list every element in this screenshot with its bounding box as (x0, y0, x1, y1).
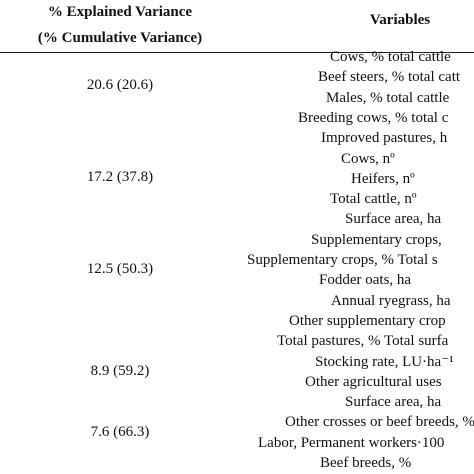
variable: Annual ryegrass, ha (331, 292, 451, 309)
variable: Other supplementary crop (289, 312, 446, 329)
variable: Other agricultural uses (305, 373, 442, 390)
variable: Improved pastures, h (321, 130, 448, 147)
explained-variance: 7.6 (66.3) (90, 424, 150, 440)
variable: Beef steers, % total catt (318, 69, 461, 86)
variable: Total pastures, % Total surfa (277, 333, 449, 350)
variable: Supplementary crops, (311, 231, 442, 248)
variable: Males, % total cattle (326, 89, 450, 106)
variable: Total cattle, nº (330, 191, 417, 208)
variable: Supplementary crops, % Total s (247, 252, 438, 268)
header-variables: Variables (369, 12, 431, 28)
variable: Surface area, ha (345, 394, 442, 411)
variable: Stocking rate, LU·ha⁻¹ (315, 353, 454, 370)
variable: Labor, Permanent workers·100 (258, 434, 445, 451)
explained-variance: 17.2 (37.8) (86, 169, 154, 185)
explained-variance: 12.5 (50.3) (86, 261, 154, 277)
variable: Fodder oats, ha (319, 272, 412, 289)
variable: Breeding cows, % total c (298, 109, 449, 126)
variable: Cows, nº (341, 150, 395, 167)
explained-variance: 8.9 (59.2) (90, 363, 150, 379)
header-variance: % Explained Variance (47, 4, 193, 20)
variable: Surface area, ha (345, 211, 442, 228)
variable: Heifers, nº (351, 170, 415, 187)
explained-variance: 20.6 (20.6) (86, 77, 154, 93)
variable: Beef breeds, % (320, 455, 412, 471)
variable: Other crosses or beef breeds, % (285, 414, 474, 431)
header-rule (0, 52, 474, 53)
header-cumulative: (% Cumulative Variance) (37, 30, 203, 46)
variable: Cows, % total cattle (330, 49, 451, 65)
